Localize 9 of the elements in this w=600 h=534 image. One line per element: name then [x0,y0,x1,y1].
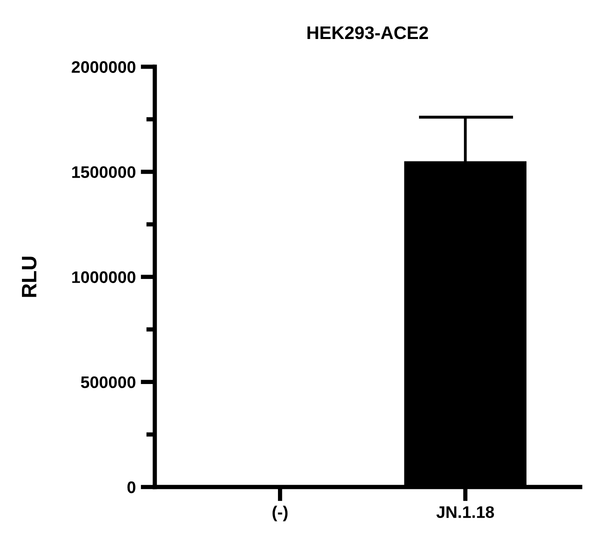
y-tick-label: 0 [127,481,136,494]
y-tick-label: 500000 [80,376,136,388]
chart-title: HEK293-ACE2 [308,26,428,40]
x-tick-label: (-) [272,506,288,522]
y-tick-label: 1500000 [72,166,136,178]
y-axis-title: RLU [22,256,36,297]
y-tick-label: 1000000 [72,271,136,284]
y-tick-label: 2000000 [72,61,136,73]
x-tick-label: JN.1.18 [436,506,494,518]
